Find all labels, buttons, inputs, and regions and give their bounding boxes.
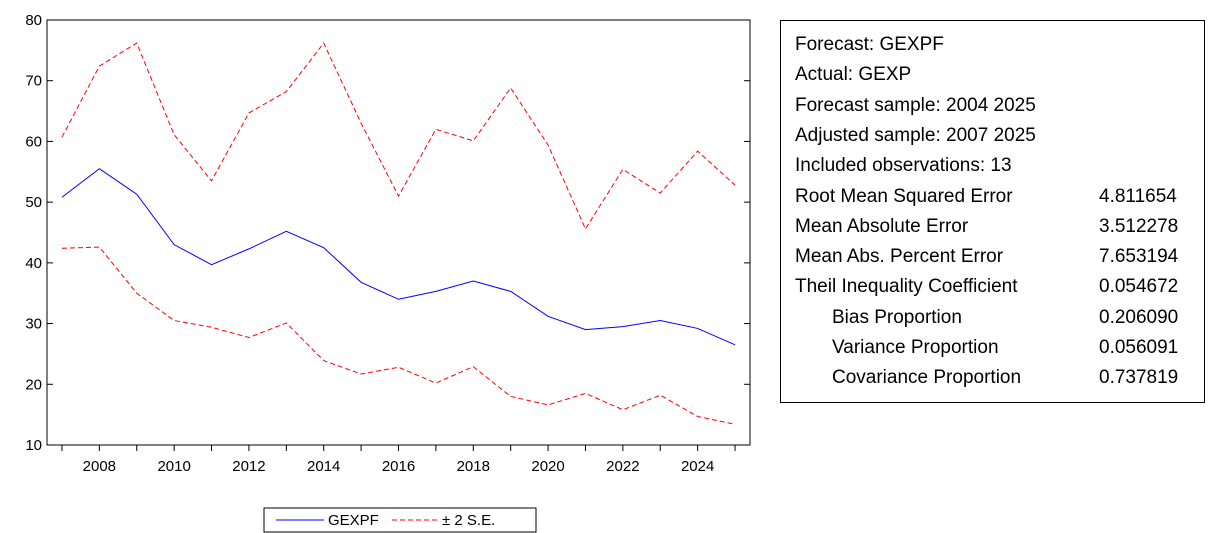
legend-label: GEXPF (328, 512, 379, 529)
stats-metric-label: Mean Absolute Error (795, 215, 969, 237)
stats-metric-label: Root Mean Squared Error (795, 185, 1013, 207)
series-line-upper (61, 42, 736, 230)
legend-label: ± 2 S.E. (442, 512, 495, 529)
stats-header-text: Forecast sample: 2004 2025 (795, 94, 1036, 116)
stats-header-line: Adjusted sample: 2007 2025 (795, 121, 1194, 151)
y-tick-label: 80 (25, 12, 42, 29)
y-tick-label: 70 (25, 73, 42, 90)
stats-metric-value: 3.512278 (1099, 215, 1179, 237)
stats-metric-value: 0.737819 (1099, 367, 1179, 389)
y-tick-label: 30 (25, 316, 42, 333)
stats-metric-row: Variance Proportion 0.056091 (795, 333, 1194, 363)
stats-header-text: Included observations: 13 (795, 155, 1012, 177)
x-tick-label: 2018 (457, 458, 490, 475)
stats-metric-label: Mean Abs. Percent Error (795, 246, 1004, 268)
stats-header-text: Forecast: GEXPF (795, 34, 944, 55)
forecast-chart: 10 20 30 40 50 60 70 80 2008 2010 2012 2014 2016 201… (25, 12, 751, 533)
stats-metric-row: Theil Inequality Coefficient 0.054672 (795, 272, 1194, 302)
stats-metric-label: Bias Proportion (832, 306, 962, 328)
y-tick-label: 40 (25, 255, 42, 272)
x-tick-label: 2016 (382, 458, 415, 475)
x-tick-label: 2014 (307, 458, 340, 475)
series-line-lower (61, 246, 736, 425)
stats-header-text: Adjusted sample: 2007 2025 (795, 124, 1036, 146)
x-tick-label: 2022 (606, 458, 639, 475)
stats-metric-value: 0.206090 (1099, 306, 1179, 328)
stats-metric-row: Mean Absolute Error 3.512278 (795, 212, 1194, 242)
stats-metric-row: Root Mean Squared Error 4.811654 (795, 182, 1194, 212)
forecast-stats-panel: Forecast: GEXPF Actual: GEXP Forecast samp… (780, 20, 1205, 403)
stats-metric-row: Covariance Proportion 0.737819 (795, 363, 1194, 393)
stats-metric-value: 4.811654 (1099, 185, 1177, 207)
stats-header-line: Forecast sample: 2004 2025 (795, 91, 1194, 121)
stats-metric-label: Theil Inequality Coefficient (795, 276, 1018, 298)
stats-metric-row: Bias Proportion 0.206090 (795, 303, 1194, 333)
stats-metric-label: Variance Proportion (832, 337, 999, 358)
stats-header-line: Included observations: 13 (795, 151, 1194, 181)
plot-area-frame (46, 19, 751, 446)
stats-metric-value: 0.054672 (1099, 276, 1179, 298)
y-tick-label: 50 (25, 194, 42, 211)
stats-metric-row: Mean Abs. Percent Error 7.653194 (795, 242, 1194, 272)
x-tick-label: 2024 (681, 458, 714, 475)
stats-header-line: Actual: GEXP (795, 60, 1194, 90)
stats-metric-value: 0.056091 (1099, 337, 1179, 358)
stats-header-text: Actual: GEXP (795, 64, 912, 86)
y-tick-label: 60 (25, 133, 42, 150)
stats-metric-label: Covariance Proportion (832, 367, 1022, 389)
stats-metric-value: 7.653194 (1099, 246, 1179, 268)
x-tick-label: 2010 (157, 458, 190, 475)
x-tick-label: 2008 (83, 458, 116, 475)
y-tick-label: 20 (25, 376, 42, 393)
y-tick-label: 10 (25, 437, 42, 454)
x-tick-label: 2020 (531, 458, 564, 475)
x-tick-label: 2012 (232, 458, 265, 475)
series-line-forecast (61, 168, 736, 346)
stats-header-line: Forecast: GEXPF (795, 30, 1194, 60)
